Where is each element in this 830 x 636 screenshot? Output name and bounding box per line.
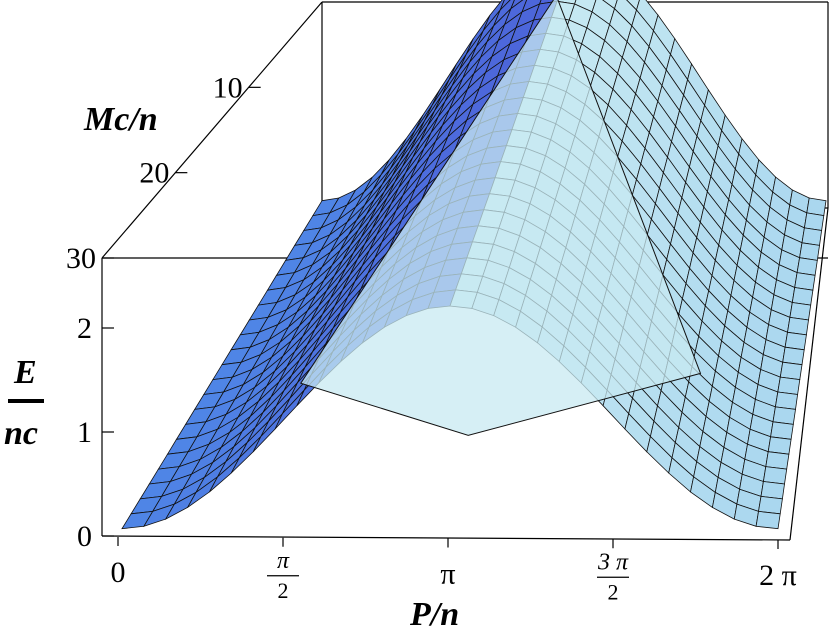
x-axis-tick-label-denominator: 2 <box>278 578 289 603</box>
surface-fold <box>300 0 702 436</box>
surface-patch <box>789 302 812 321</box>
surface-patch <box>755 510 781 530</box>
surface-patch <box>770 421 794 440</box>
axis-ticks: 0 π 2 π 3 π 2 2 π 0 1 2 10 20 30 <box>66 71 797 604</box>
x-axis-tick-label: 0 <box>111 556 126 589</box>
box-left-top-diagonal <box>101 1 323 259</box>
z-axis-tick-label: 2 <box>77 312 92 345</box>
surface-patch <box>803 212 825 231</box>
surface-patch <box>774 391 799 410</box>
surface-patch <box>779 361 803 381</box>
y-axis-tick-label: 20 <box>139 157 169 190</box>
surface-patch <box>765 451 790 470</box>
x-axis-tick-label-numerator: 3 π <box>597 549 629 575</box>
x-axis-tick-label: π <box>440 558 455 591</box>
box-bottom-edge <box>101 535 791 541</box>
x-axis-tick-label-denominator: 2 <box>608 579 619 604</box>
surface-patch <box>777 376 801 395</box>
x-axis-tick-label-numerator: π <box>277 548 290 574</box>
surface-patch <box>787 316 809 336</box>
surface-patch <box>784 331 807 351</box>
box-right-lower-edge <box>789 207 829 541</box>
y-axis-label: Mc/n <box>83 101 158 138</box>
x-axis-label: P/n <box>409 596 459 633</box>
z-axis-label: E nc <box>4 354 44 452</box>
surface-patch <box>767 436 792 455</box>
y-axis-tick-label: 10 <box>213 71 243 104</box>
x-axis-tick-label: 2 π <box>759 559 797 592</box>
surface-patch <box>782 346 805 366</box>
z-axis-tick-label: 0 <box>77 520 92 553</box>
z-axis-label-denominator: nc <box>4 415 38 452</box>
z-axis-label-numerator: E <box>13 354 37 391</box>
z-axis-tick-label: 1 <box>77 416 92 449</box>
surface-patch <box>760 481 785 500</box>
surface-patch <box>772 406 796 425</box>
surface-patch <box>791 287 814 306</box>
surface-patch <box>762 466 788 485</box>
surface-patch <box>758 495 783 515</box>
y-axis-tick-label: 30 <box>66 242 96 275</box>
surface-patch <box>801 227 823 246</box>
energy-surface <box>121 0 827 530</box>
